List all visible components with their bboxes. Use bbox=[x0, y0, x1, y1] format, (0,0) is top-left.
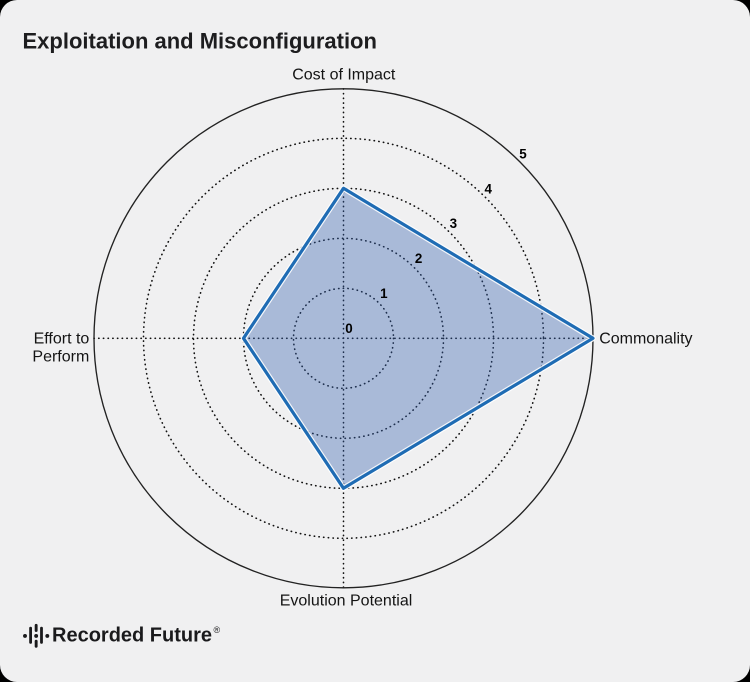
svg-text:Effort to: Effort to bbox=[34, 331, 90, 348]
svg-text:Cost of Impact: Cost of Impact bbox=[292, 66, 396, 83]
svg-text:®: ® bbox=[214, 625, 221, 635]
svg-text:4: 4 bbox=[484, 181, 492, 196]
svg-text:Evolution Potential: Evolution Potential bbox=[280, 593, 413, 610]
svg-text:1: 1 bbox=[380, 286, 388, 301]
svg-text:Recorded Future: Recorded Future bbox=[52, 624, 212, 646]
svg-text:Perform: Perform bbox=[32, 349, 89, 366]
svg-text:5: 5 bbox=[519, 146, 527, 161]
svg-text:2: 2 bbox=[415, 251, 422, 266]
svg-text:Commonality: Commonality bbox=[599, 331, 692, 348]
svg-text:3: 3 bbox=[450, 216, 457, 231]
svg-text:Exploitation and Misconfigurat: Exploitation and Misconfiguration bbox=[23, 29, 377, 54]
svg-text:0: 0 bbox=[345, 321, 352, 336]
